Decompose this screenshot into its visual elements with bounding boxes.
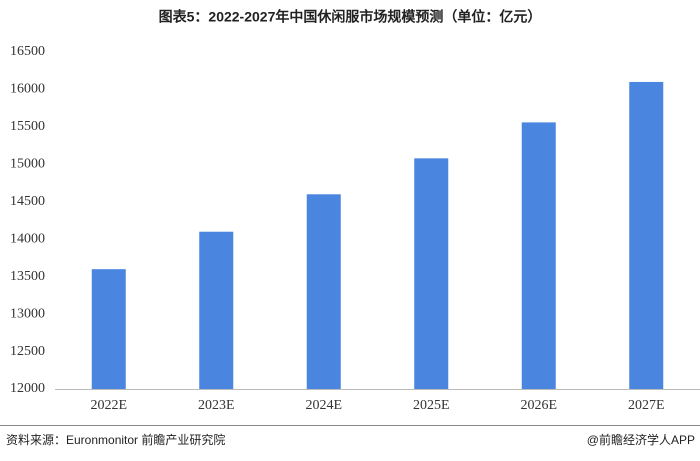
bar [629,81,664,389]
y-tick-label: 16500 [10,44,45,59]
y-tick-label: 12000 [10,381,45,396]
bar [521,122,556,389]
y-tick-label: 15500 [10,119,45,134]
y-tick-label: 16000 [10,82,45,97]
bar [306,194,341,389]
bar [91,269,126,389]
x-tick-label: 2027E [628,398,665,413]
y-tick-label: 15000 [10,157,45,172]
x-tick-label: 2022E [90,398,127,413]
x-tick-label: 2023E [198,398,235,413]
x-tick-label: 2026E [520,398,557,413]
chart-title: 图表5：2022-2027年中国休闲服市场规模预测（单位：亿元） [159,9,542,25]
y-tick-label: 14000 [10,231,45,246]
x-tick-label: 2025E [413,398,450,413]
x-tick-label: 2024E [305,398,342,413]
y-tick-label: 14500 [10,194,45,209]
y-tick-label: 13000 [10,306,45,321]
y-tick-label: 12500 [10,344,45,359]
bar [414,158,449,389]
bar [199,231,234,389]
source: 资料来源：Euronmonitor 前瞻产业研究院 [6,432,225,447]
y-tick-label: 13500 [10,269,45,284]
credit: @前瞻经济学人APP [587,432,695,447]
